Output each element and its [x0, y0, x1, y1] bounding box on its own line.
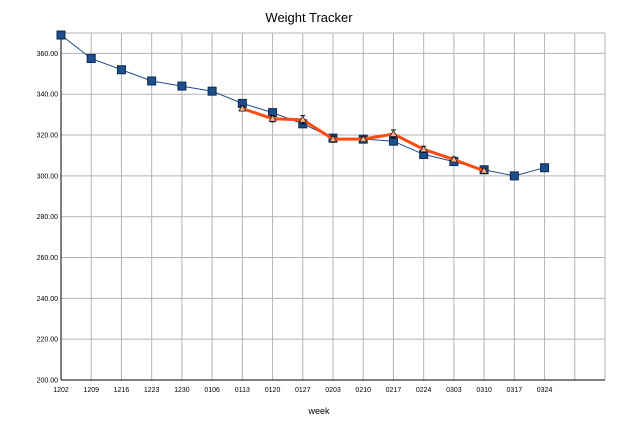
data-point — [540, 163, 550, 173]
data-point — [147, 76, 157, 86]
y-tick-label: 280.00 — [37, 214, 59, 221]
x-tick-label: 0224 — [416, 387, 432, 394]
data-point — [268, 114, 277, 122]
x-tick-label: 0317 — [507, 387, 523, 394]
data-point — [116, 65, 126, 75]
x-tick-label: 0310 — [476, 387, 492, 394]
data-point — [177, 81, 187, 91]
y-tick-label: 200.00 — [37, 378, 59, 385]
series-2 — [238, 104, 489, 174]
y-tick-label: 340.00 — [37, 92, 59, 99]
x-tick-label: 0324 — [537, 387, 553, 394]
data-point — [479, 166, 489, 174]
y-axis-ticks: 200.00 220.00 240.00 260.00 280.00 300.00 320.… — [37, 51, 59, 385]
y-tick-label: 260.00 — [37, 255, 59, 262]
data-point — [298, 115, 307, 123]
data-point — [86, 54, 96, 64]
data-point — [328, 134, 338, 143]
x-tick-label: 0127 — [295, 387, 311, 394]
data-point — [419, 145, 428, 153]
data-point — [359, 134, 368, 143]
grid — [60, 32, 606, 381]
data-point — [238, 104, 247, 112]
data-point — [207, 86, 217, 96]
x-axis-ticks: 1202 1209 1216 1223 1230 0106 0113 0120 0127 0203… — [53, 387, 552, 394]
x-tick-label: 0210 — [355, 387, 371, 394]
y-tick-label: 240.00 — [37, 296, 59, 303]
x-tick-label: 0217 — [386, 387, 402, 394]
data-point — [509, 171, 519, 181]
x-tick-label: 0120 — [265, 387, 281, 394]
x-tick-label: 1209 — [83, 387, 99, 394]
axes — [60, 33, 605, 381]
x-tick-label: 0106 — [204, 387, 220, 394]
data-point — [389, 129, 398, 137]
x-tick-label: 0203 — [325, 387, 341, 394]
x-tick-label: 1223 — [144, 387, 160, 394]
y-tick-label: 220.00 — [37, 337, 59, 344]
x-tick-label: 1230 — [174, 387, 190, 394]
y-tick-label: 320.00 — [37, 133, 59, 140]
x-axis-label: week — [307, 406, 330, 416]
data-point — [56, 30, 66, 40]
y-tick-label: 360.00 — [37, 51, 59, 58]
chart-title: Weight Tracker — [265, 10, 353, 25]
x-tick-label: 0113 — [235, 387, 250, 394]
series-layer — [56, 30, 550, 181]
x-tick-label: 1202 — [53, 387, 69, 394]
x-tick-label: 0303 — [446, 387, 462, 394]
x-tick-label: 1216 — [114, 387, 130, 394]
data-point — [449, 155, 459, 163]
y-tick-label: 300.00 — [37, 173, 59, 180]
